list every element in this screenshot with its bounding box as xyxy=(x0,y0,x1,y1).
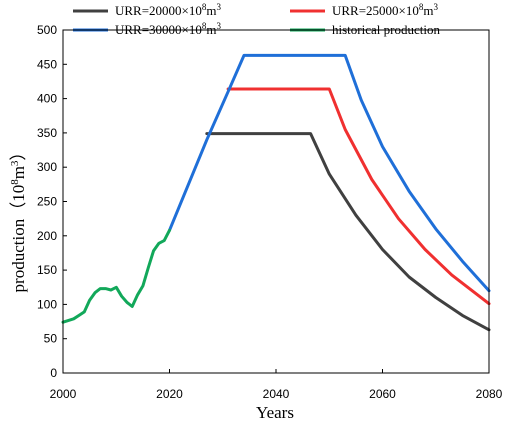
x-tick-label: 2000 xyxy=(50,387,77,401)
y-tick-label: 250 xyxy=(37,195,57,209)
y-tick-label: 100 xyxy=(37,297,57,311)
y-axis-title: production（108m3） xyxy=(9,144,28,293)
y-tick-label: 500 xyxy=(37,23,57,37)
y-tick-label: 200 xyxy=(37,229,57,243)
series-line-0 xyxy=(205,132,491,332)
plot-area xyxy=(61,53,491,332)
y-tick-label: 50 xyxy=(44,332,58,346)
y-tick-label: 300 xyxy=(37,160,57,174)
y-tick-label: 150 xyxy=(37,263,57,277)
series-line-3 xyxy=(61,228,171,324)
axes: 0 50 100 150 200 250 300 350 400 450 500 2000 2020 20… xyxy=(37,23,503,401)
y-tick-label: 400 xyxy=(37,92,57,106)
legend-label-1: URR=25000×108m3 xyxy=(332,2,439,18)
legend-label-0: URR=20000×108m3 xyxy=(115,2,222,18)
legend: URR=20000×108m3 URR=25000×108m3 URR=30000×… xyxy=(73,2,440,37)
series-line-1 xyxy=(226,87,491,306)
x-tick-label: 2040 xyxy=(263,387,290,401)
y-tick-label: 350 xyxy=(37,126,57,140)
y-tick-label: 0 xyxy=(50,366,57,380)
series-line-2 xyxy=(168,53,491,293)
x-tick-label: 2060 xyxy=(369,387,396,401)
plot-frame xyxy=(62,29,490,374)
legend-label-2: URR=30000×108m3 xyxy=(115,21,222,37)
x-tick-label: 2020 xyxy=(156,387,183,401)
x-tick-label: 2080 xyxy=(476,387,503,401)
x-axis-title: Years xyxy=(256,403,294,422)
y-tick-label: 450 xyxy=(37,57,57,71)
